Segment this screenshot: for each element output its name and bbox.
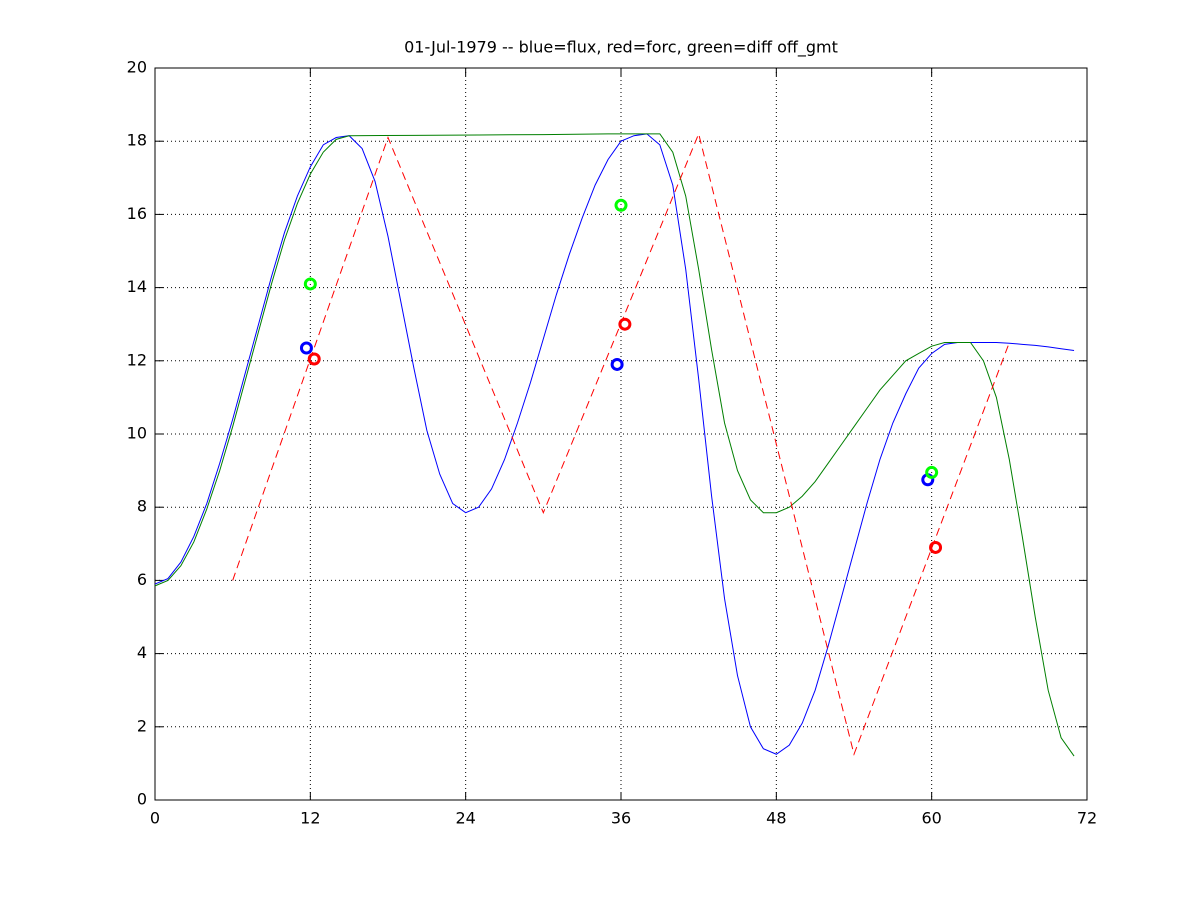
line xyxy=(154,133,1075,757)
x-tick-label: 36 xyxy=(611,809,631,828)
marker xyxy=(925,465,939,479)
y-tick-label: 12 xyxy=(127,350,147,369)
marker xyxy=(618,317,632,331)
x-tick-label: 60 xyxy=(921,809,941,828)
x-tick-label: 24 xyxy=(455,809,475,828)
chart-title: 01-Jul-1979 -- blue=flux, red=forc, gree… xyxy=(404,38,838,58)
x-tick-label: 12 xyxy=(300,809,320,828)
y-tick-label: 8 xyxy=(137,497,147,516)
marker xyxy=(929,540,943,554)
marker xyxy=(610,357,624,371)
marker xyxy=(299,341,313,355)
y-tick-label: 4 xyxy=(137,643,147,662)
marker xyxy=(307,352,321,366)
line xyxy=(154,133,1075,755)
y-tick-label: 20 xyxy=(127,58,147,77)
y-tick-label: 2 xyxy=(137,716,147,735)
y-tick-label: 0 xyxy=(137,790,147,809)
y-tick-label: 14 xyxy=(127,277,147,296)
plot-frame xyxy=(154,67,1088,801)
x-tick-label: 48 xyxy=(766,809,786,828)
y-tick-label: 18 xyxy=(127,131,147,150)
x-tick-label: 0 xyxy=(150,809,160,828)
y-tick-label: 16 xyxy=(127,204,147,223)
x-tick-label: 72 xyxy=(1077,809,1097,828)
marker xyxy=(614,198,628,212)
y-tick-label: 6 xyxy=(137,570,147,589)
y-tick-label: 10 xyxy=(127,424,147,443)
marker xyxy=(303,277,317,291)
